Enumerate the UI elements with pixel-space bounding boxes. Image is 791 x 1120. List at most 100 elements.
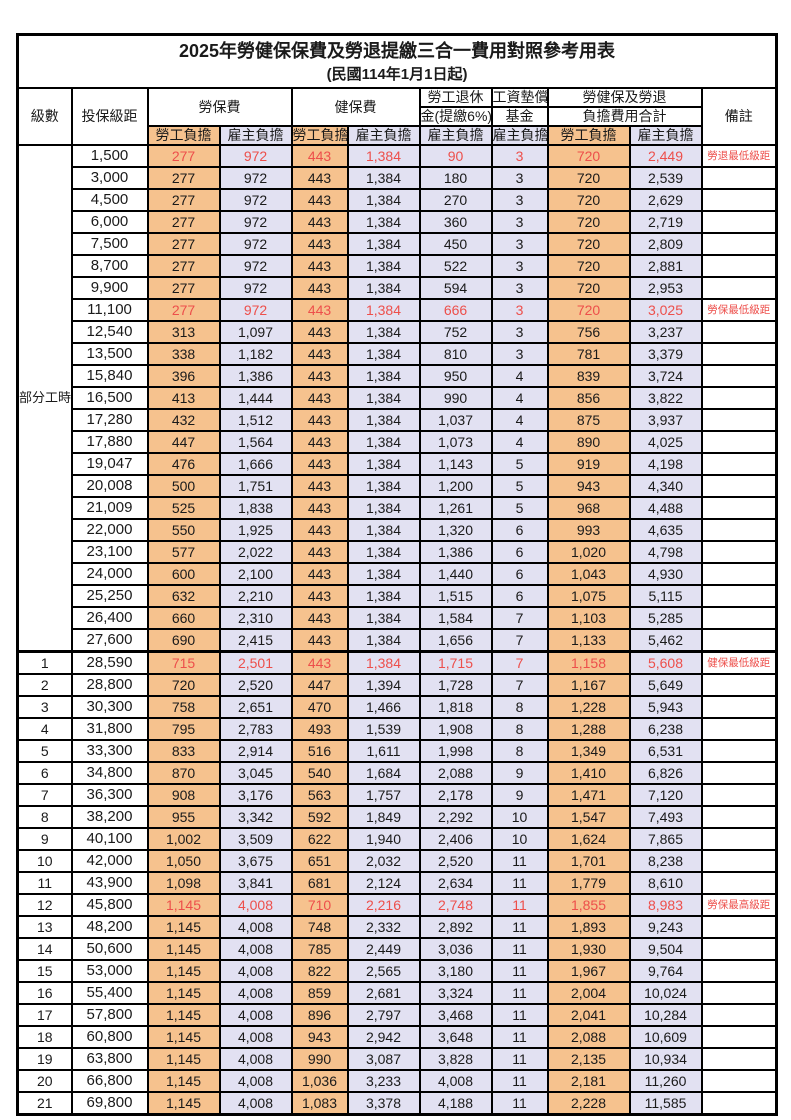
note-cell: [700, 364, 778, 388]
note-cell: [700, 783, 778, 807]
total-employee-cell: 1,410: [546, 761, 631, 785]
health-employee-cell: 443: [290, 188, 349, 212]
total-employee-cell: 1,967: [546, 959, 631, 983]
wagefund-employer-cell: 5: [490, 496, 549, 520]
health-employee-cell: 443: [290, 584, 349, 608]
pension-employer-cell: 666: [418, 298, 493, 322]
pension-employer-cell: 3,648: [418, 1025, 493, 1049]
table-row: 24,000 600 2,100 443 1,384 1,440 6 1,043…: [18, 562, 778, 586]
pension-employer-cell: 522: [418, 254, 493, 278]
note-cell: 勞保最低級距: [700, 298, 778, 322]
note-cell: [700, 695, 778, 719]
labor-employee-cell: 1,050: [146, 849, 221, 873]
health-employee-cell: 443: [290, 628, 349, 653]
labor-employee-cell: 1,145: [146, 981, 221, 1005]
health-employer-cell: 3,233: [346, 1069, 421, 1093]
note-cell: [700, 1025, 778, 1049]
health-employer-cell: 2,797: [346, 1003, 421, 1027]
health-employer-cell: 1,384: [346, 210, 421, 234]
bracket-cell: 45,800: [70, 893, 149, 917]
level-cell: 8: [16, 805, 73, 829]
bracket-cell: 28,590: [70, 650, 149, 675]
health-employee-cell: 443: [290, 408, 349, 432]
labor-employee-cell: 447: [146, 430, 221, 454]
wagefund-employer-cell: 5: [490, 474, 549, 498]
total-employee-cell: 1,701: [546, 849, 631, 873]
health-employer-cell: 1,384: [346, 496, 421, 520]
pension-employer-cell: 810: [418, 342, 493, 366]
pension-employer-cell: 1,998: [418, 739, 493, 763]
bracket-cell: 16,500: [70, 386, 149, 410]
labor-employer-cell: 972: [218, 210, 293, 234]
table-row: 13 48,200 1,145 4,008 748 2,332 2,892 11…: [16, 915, 778, 939]
total-employee-cell: 1,471: [546, 783, 631, 807]
level-cell: 部分工時: [16, 144, 73, 653]
labor-employee-cell: 955: [146, 805, 221, 829]
total-employer-cell: 5,115: [628, 584, 703, 608]
labor-employer-cell: 1,666: [218, 452, 293, 476]
level-cell: 15: [16, 959, 73, 983]
labor-employee-cell: 277: [146, 188, 221, 212]
note-cell: [700, 827, 778, 851]
bracket-cell: 63,800: [70, 1047, 149, 1071]
health-employee-cell: 785: [290, 937, 349, 961]
wagefund-employer-cell: 10: [490, 827, 549, 851]
wagefund-employer-cell: 7: [490, 628, 549, 653]
labor-employer-cell: 1,182: [218, 342, 293, 366]
wagefund-employer-cell: 3: [490, 320, 549, 344]
total-employee-cell: 1,349: [546, 739, 631, 763]
labor-employer-cell: 4,008: [218, 915, 293, 939]
labor-employer-cell: 972: [218, 144, 293, 168]
pension-employer-cell: 1,584: [418, 606, 493, 630]
total-employee-cell: 993: [546, 518, 631, 542]
labor-employer-cell: 1,751: [218, 474, 293, 498]
total-employer-cell: 5,462: [628, 628, 703, 653]
col-header-bracket: 投保級距: [70, 87, 149, 146]
total-employee-cell: 1,020: [546, 540, 631, 564]
health-employee-cell: 540: [290, 761, 349, 785]
wagefund-employer-cell: 11: [490, 981, 549, 1005]
bracket-cell: 20,008: [70, 474, 149, 498]
health-employer-cell: 1,384: [346, 430, 421, 454]
labor-employee-cell: 577: [146, 540, 221, 564]
labor-employer-cell: 1,838: [218, 496, 293, 520]
subheader-pension-employer: 雇主負擔: [418, 125, 493, 146]
note-cell: 勞保最高級距: [700, 893, 778, 917]
subheader-total-employee: 勞工負擔: [546, 125, 631, 146]
pension-employer-cell: 1,818: [418, 695, 493, 719]
labor-employee-cell: 1,098: [146, 871, 221, 895]
pension-employer-cell: 4,188: [418, 1091, 493, 1116]
bracket-cell: 23,100: [70, 540, 149, 564]
health-employer-cell: 1,384: [346, 474, 421, 498]
labor-employee-cell: 1,145: [146, 893, 221, 917]
table-row: 5 33,300 833 2,914 516 1,611 1,998 8 1,3…: [16, 739, 778, 763]
note-cell: [700, 915, 778, 939]
health-employee-cell: 443: [290, 254, 349, 278]
health-employee-cell: 943: [290, 1025, 349, 1049]
pension-employer-cell: 990: [418, 386, 493, 410]
labor-employee-cell: 758: [146, 695, 221, 719]
level-cell: 2: [16, 673, 73, 697]
health-employee-cell: 443: [290, 386, 349, 410]
table-row: 19 63,800 1,145 4,008 990 3,087 3,828 11…: [16, 1047, 778, 1071]
note-cell: [700, 562, 778, 586]
health-employer-cell: 1,466: [346, 695, 421, 719]
note-cell: [700, 430, 778, 454]
pension-employer-cell: 1,073: [418, 430, 493, 454]
wagefund-employer-cell: 7: [490, 673, 549, 697]
labor-employee-cell: 525: [146, 496, 221, 520]
labor-employer-cell: 1,512: [218, 408, 293, 432]
total-employee-cell: 720: [546, 188, 631, 212]
total-employee-cell: 1,133: [546, 628, 631, 653]
total-employee-cell: 2,135: [546, 1047, 631, 1071]
level-cell: 9: [16, 827, 73, 851]
labor-employee-cell: 660: [146, 606, 221, 630]
total-employer-cell: 4,198: [628, 452, 703, 476]
total-employee-cell: 875: [546, 408, 631, 432]
labor-employer-cell: 972: [218, 254, 293, 278]
health-employee-cell: 443: [290, 276, 349, 300]
pension-employer-cell: 1,320: [418, 518, 493, 542]
labor-employee-cell: 277: [146, 276, 221, 300]
level-cell: 17: [16, 1003, 73, 1027]
wagefund-employer-cell: 3: [490, 298, 549, 322]
